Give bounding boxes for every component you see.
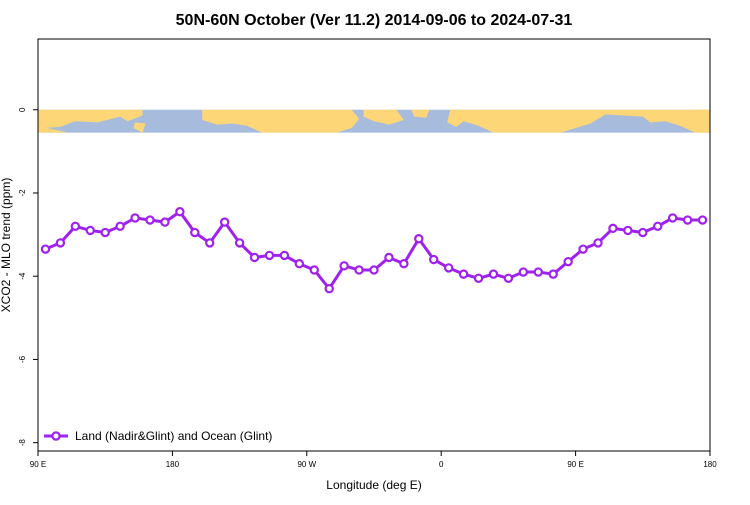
data-point	[339, 261, 349, 271]
map-band-land	[202, 109, 360, 133]
data-point	[205, 238, 215, 248]
data-point	[294, 259, 305, 269]
legend-marker	[51, 431, 61, 441]
map-band	[38, 109, 710, 133]
data-point	[458, 269, 469, 279]
data-point	[55, 238, 66, 248]
data-point	[309, 265, 319, 275]
data-point	[249, 252, 260, 263]
data-point	[533, 267, 543, 277]
x-tick-label: 90 W	[297, 460, 316, 469]
x-tick-label: 90 E	[30, 460, 46, 469]
data-point	[548, 269, 558, 279]
y-axis-label: XCO2 - MLO trend (ppm)	[0, 178, 13, 313]
data-point	[100, 227, 110, 238]
data-point	[697, 215, 708, 225]
legend: Land (Nadir&Glint) and Ocean (Glint)	[44, 429, 272, 443]
data-point	[354, 265, 364, 275]
data-point	[623, 225, 633, 236]
x-tick-label: 180	[166, 460, 180, 469]
x-tick-label: 180	[703, 460, 717, 469]
map-band-land	[363, 109, 404, 125]
data-point	[85, 225, 95, 236]
data-point	[563, 256, 573, 267]
data-point	[70, 221, 81, 231]
y-tick-label: -4	[18, 272, 27, 280]
data-point	[160, 217, 170, 227]
x-tick-label: 0	[439, 460, 444, 469]
map-band-land	[38, 125, 68, 133]
data-point	[638, 227, 648, 238]
data-point	[429, 254, 439, 265]
y-tick-label: 0	[18, 107, 27, 112]
data-point	[503, 273, 514, 283]
data-point	[369, 265, 379, 275]
data-point	[399, 259, 409, 269]
data-point	[175, 207, 185, 217]
map-band-land	[411, 109, 430, 118]
data-point	[384, 252, 394, 263]
data-point	[219, 217, 230, 227]
data-point	[608, 223, 618, 234]
data-point	[234, 238, 245, 248]
series-line	[44, 210, 703, 291]
data-point	[578, 244, 588, 254]
map-band-land	[38, 109, 143, 129]
y-tick-label: -2	[18, 189, 27, 197]
data-point	[190, 227, 200, 238]
data-point	[264, 250, 275, 261]
axes: 90 E 180 90 W 0 90 E 180 0 -2 -4 -6 -8	[18, 38, 717, 469]
data-point	[324, 283, 334, 294]
data-point	[279, 250, 290, 261]
x-tick-label: 90 E	[567, 460, 583, 469]
chart-title: 50N-60N October (Ver 11.2) 2014-09-06 to…	[176, 12, 573, 29]
data-point	[667, 213, 678, 223]
y-tick-label: -6	[18, 355, 27, 363]
legend-label: Land (Nadir&Glint) and Ocean (Glint)	[75, 429, 272, 443]
y-tick-label: -8	[18, 439, 27, 447]
data-point	[115, 221, 125, 231]
data-point	[488, 269, 499, 279]
data-point	[518, 267, 529, 277]
data-point	[473, 273, 484, 283]
series-layer	[40, 207, 708, 294]
data-point	[653, 221, 663, 231]
data-point	[593, 238, 603, 248]
map-band-land	[133, 122, 146, 133]
map-band-land	[447, 109, 710, 133]
data-point	[414, 234, 424, 244]
data-point	[682, 215, 693, 225]
map-band-land	[695, 109, 710, 133]
data-point	[443, 263, 454, 273]
data-point	[145, 215, 155, 225]
data-point	[40, 244, 51, 254]
data-point	[130, 213, 140, 223]
x-axis-label: Longitude (deg E)	[326, 478, 421, 492]
plot-frame	[37, 38, 711, 452]
